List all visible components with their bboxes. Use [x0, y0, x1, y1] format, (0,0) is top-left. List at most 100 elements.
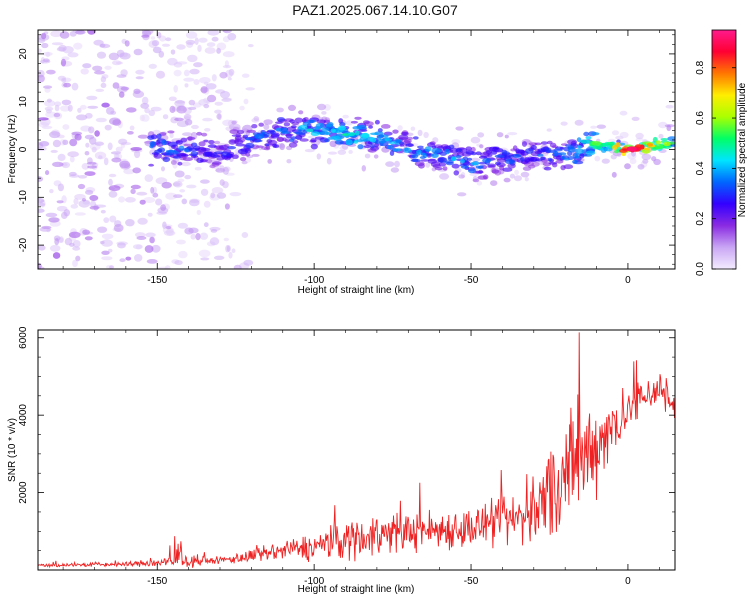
- spectrogram-cell: [183, 77, 195, 82]
- spectrogram-cell: [512, 153, 522, 158]
- spectrogram-cell: [204, 128, 211, 132]
- spectrogram-cell: [546, 140, 553, 145]
- spectrogram-cell: [49, 244, 61, 252]
- spectrogram-cell: [184, 83, 189, 88]
- spectrogram-cell: [119, 258, 126, 263]
- spectrogram-cell: [118, 138, 128, 145]
- spectrogram-cell: [126, 131, 134, 135]
- spectrogram-cell: [236, 129, 245, 135]
- spectrogram-cell: [172, 182, 181, 187]
- spectrogram-cell: [210, 155, 221, 158]
- spectrogram-cell: [411, 158, 419, 162]
- spectrogram-cell: [48, 217, 60, 223]
- spectrogram-cell: [615, 135, 624, 140]
- spectrogram-cell: [162, 221, 167, 229]
- spectrogram-cell: [202, 117, 213, 122]
- spectrogram-cell: [423, 131, 429, 139]
- spectrogram-cell: [291, 125, 297, 129]
- spectrogram-cell: [576, 145, 583, 149]
- spectrogram-cell: [77, 183, 86, 190]
- spectrogram-cell: [482, 158, 492, 163]
- spectrogram-cell: [137, 217, 148, 225]
- colorbar-frame: [711, 29, 737, 270]
- spectrogram-cell: [195, 233, 201, 241]
- spectrogram-cell: [524, 177, 529, 182]
- spectrogram-cell: [50, 149, 58, 153]
- spectrogram-cell: [123, 168, 135, 175]
- spectrogram-cell: [302, 118, 307, 123]
- spectrogram-cell: [245, 87, 255, 91]
- spectrogram-cell: [111, 60, 122, 66]
- spectrogram-cell: [590, 125, 597, 129]
- spectrogram-cell: [361, 132, 370, 139]
- spectrogram-cell: [41, 225, 52, 229]
- spectrogram-cell: [417, 129, 423, 137]
- spectrogram-cell: [370, 132, 379, 136]
- spectrogram-cell: [251, 153, 260, 157]
- spectrogram-cell: [152, 46, 162, 54]
- spectrogram-cell: [41, 125, 53, 130]
- spectrogram-cell: [298, 124, 308, 130]
- spectrogram-cell: [239, 105, 245, 111]
- spectrogram-cell: [216, 192, 227, 199]
- spectrogram-cell: [231, 134, 242, 137]
- spectrogram-cell: [637, 164, 645, 170]
- spectrogram-cell: [76, 114, 88, 121]
- spectrogram-cell: [194, 37, 199, 45]
- spectrogram-cell: [653, 158, 661, 166]
- spectrogram-cell: [214, 101, 223, 106]
- spectrogram-y-label: Frequency (Hz): [7, 115, 18, 184]
- spectrogram-cell: [285, 133, 292, 139]
- spectrogram-cell: [529, 157, 538, 162]
- spectrogram-cell: [41, 42, 49, 49]
- spectrogram-cell: [412, 136, 419, 140]
- spectrogram-cell: [348, 149, 353, 154]
- spectrogram-cell: [237, 148, 248, 155]
- spectrogram-cell: [321, 111, 327, 115]
- snr-y-tick-label: 4000: [18, 404, 29, 427]
- colorbar-tick-label: 0.4: [695, 161, 706, 175]
- spectrogram-cell: [348, 132, 356, 137]
- spectrogram-cell: [74, 212, 86, 216]
- spectrogram-y-tick-label: -10: [18, 190, 29, 205]
- spectrogram-cell: [455, 148, 462, 153]
- spectrogram-y-tick-label: -20: [18, 237, 29, 252]
- spectrogram-cell: [430, 153, 439, 159]
- spectrogram-cell: [216, 113, 222, 120]
- spectrogram-cell: [231, 248, 236, 253]
- spectrogram-cell: [502, 151, 511, 156]
- spectrogram-cell: [57, 153, 66, 161]
- spectrogram-cell: [491, 169, 500, 174]
- spectrogram-cell: [144, 245, 154, 253]
- spectrogram-cell: [69, 156, 75, 163]
- spectrogram-cell: [46, 69, 56, 75]
- spectrogram-cell: [198, 37, 208, 43]
- spectrogram-cell: [72, 259, 78, 268]
- spectrogram-cell: [45, 51, 51, 58]
- spectrogram-cell: [110, 151, 122, 155]
- spectrogram-cell: [558, 152, 567, 156]
- spectrogram-cell: [178, 145, 185, 151]
- spectrogram-cell: [547, 157, 553, 162]
- spectrogram-cell: [552, 150, 559, 157]
- spectrogram-cell: [218, 144, 229, 150]
- spectrogram-cell: [81, 163, 90, 170]
- spectrogram-cell: [112, 119, 122, 126]
- spectrogram-cell: [69, 171, 77, 177]
- snr-y-label: SNR (10 * v/v): [7, 418, 18, 482]
- spectrogram-cell: [591, 141, 601, 146]
- spectrogram-cell: [330, 135, 340, 140]
- spectrogram-cell: [355, 130, 360, 136]
- spectrogram-cell: [184, 174, 192, 180]
- spectrogram-x-ticks: -150 -100 -50 0: [62, 30, 660, 286]
- spectrogram-cell: [205, 83, 217, 90]
- spectrogram-cell: [490, 180, 498, 187]
- spectrogram-cell: [151, 40, 160, 47]
- spectrogram-cell: [139, 199, 146, 205]
- spectrogram-cell: [254, 133, 264, 139]
- spectrogram-cell: [444, 160, 454, 164]
- spectrogram-cell: [292, 140, 299, 144]
- snr-panel: -150 -100 -50 0 2000 4000 6000 Height of stra…: [7, 326, 676, 595]
- spectrogram-cell: [401, 131, 409, 136]
